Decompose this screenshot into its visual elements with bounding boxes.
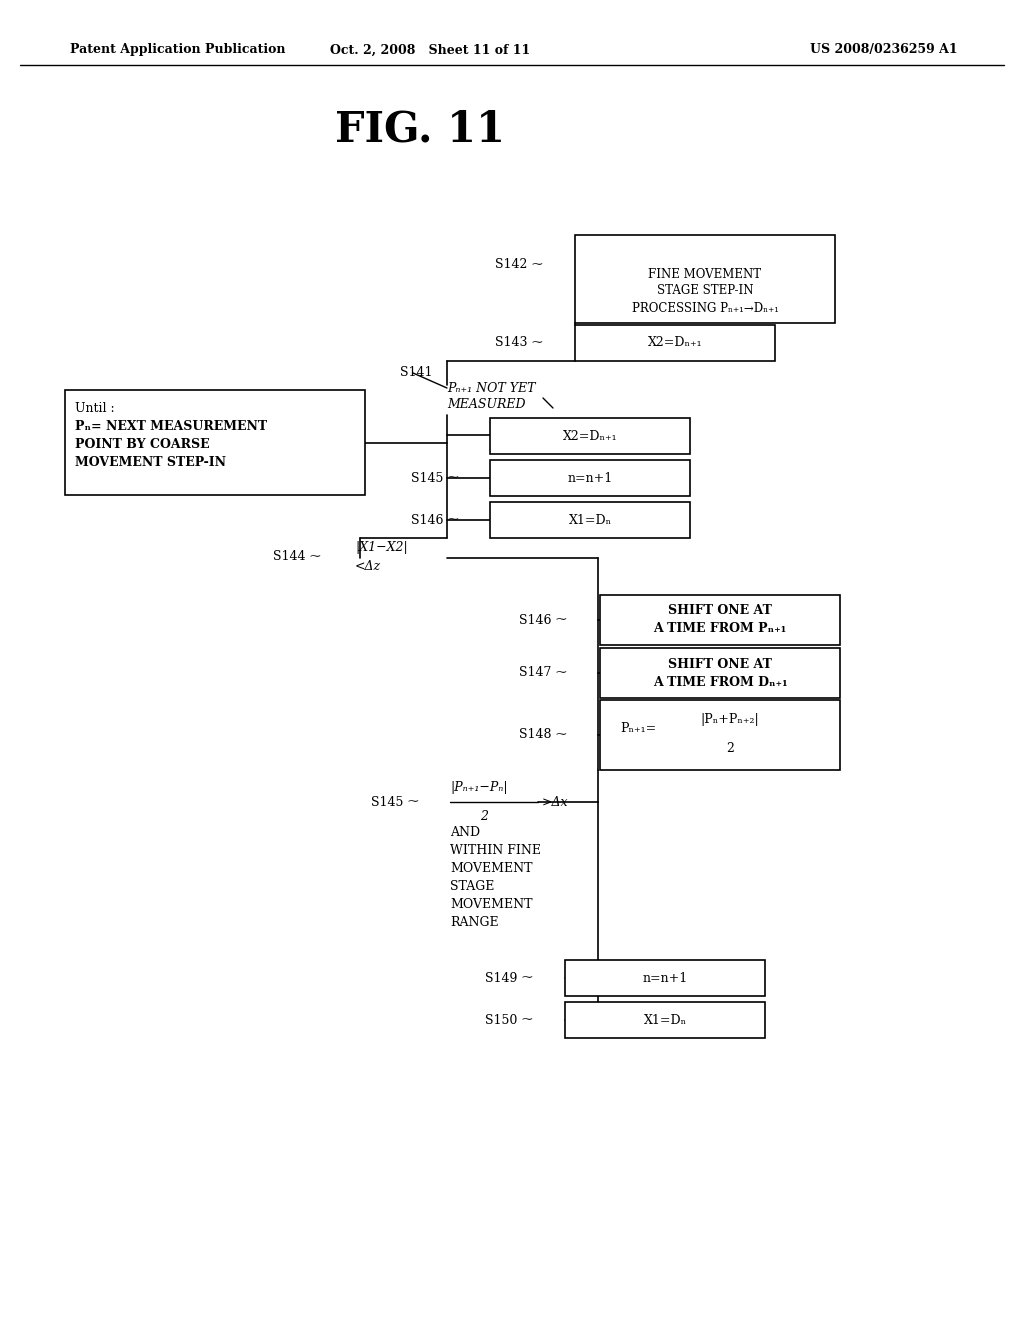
Bar (575, 235, 835, 323)
Bar (600, 648, 840, 698)
Text: POINT BY COARSE: POINT BY COARSE (75, 437, 210, 450)
Text: FINE MOVEMENT: FINE MOVEMENT (648, 268, 762, 281)
Text: Oct. 2, 2008   Sheet 11 of 11: Oct. 2, 2008 Sheet 11 of 11 (330, 44, 530, 57)
Text: Pₙ₊₁=: Pₙ₊₁= (620, 722, 656, 734)
Text: RANGE: RANGE (450, 916, 499, 928)
Text: A TIME FROM Dₙ₊₁: A TIME FROM Dₙ₊₁ (652, 676, 787, 689)
Text: AND: AND (450, 825, 480, 838)
Text: ~: ~ (530, 337, 543, 350)
Text: MOVEMENT: MOVEMENT (450, 862, 532, 874)
Text: S145: S145 (411, 471, 443, 484)
Text: S143: S143 (495, 337, 527, 350)
Text: |Pₙ₊₁−Pₙ|: |Pₙ₊₁−Pₙ| (450, 781, 508, 795)
Text: WITHIN FINE: WITHIN FINE (450, 843, 541, 857)
Text: STAGE STEP-IN: STAGE STEP-IN (656, 285, 754, 297)
Text: n=n+1: n=n+1 (642, 972, 688, 985)
Bar (600, 700, 840, 770)
Bar (490, 418, 690, 454)
Text: FIG. 11: FIG. 11 (335, 110, 505, 150)
Text: ~: ~ (554, 729, 566, 742)
Text: S142: S142 (495, 259, 527, 272)
Bar (490, 502, 690, 539)
Text: n=n+1: n=n+1 (567, 471, 612, 484)
Text: US 2008/0236259 A1: US 2008/0236259 A1 (810, 44, 957, 57)
Text: ~: ~ (554, 612, 566, 627)
Text: 2: 2 (726, 742, 734, 755)
Text: X2=Dₙ₊₁: X2=Dₙ₊₁ (562, 429, 617, 442)
Text: ~: ~ (308, 550, 321, 564)
Text: ~: ~ (406, 795, 419, 809)
Text: SHIFT ONE AT: SHIFT ONE AT (668, 605, 772, 618)
Text: A TIME FROM Pₙ₊₁: A TIME FROM Pₙ₊₁ (653, 623, 786, 635)
Text: S146: S146 (411, 513, 443, 527)
Text: ~: ~ (520, 972, 532, 985)
Text: 2: 2 (480, 809, 488, 822)
Text: S149: S149 (484, 972, 517, 985)
Text: PROCESSING Pₙ₊₁→Dₙ₊₁: PROCESSING Pₙ₊₁→Dₙ₊₁ (632, 302, 778, 315)
Text: X1=Dₙ: X1=Dₙ (568, 513, 611, 527)
Text: |X1−X2|: |X1−X2| (355, 541, 408, 554)
Bar (490, 459, 690, 496)
Text: |Pₙ+Pₙ₊₂|: |Pₙ+Pₙ₊₂| (700, 714, 760, 726)
Text: S148: S148 (518, 729, 551, 742)
Text: Pₙ₊₁ NOT YET: Pₙ₊₁ NOT YET (447, 381, 536, 395)
Text: ~: ~ (554, 667, 566, 680)
Text: STAGE: STAGE (450, 879, 495, 892)
Text: >Δx: >Δx (542, 796, 568, 808)
Text: ~: ~ (530, 257, 543, 272)
Text: X2=Dₙ₊₁: X2=Dₙ₊₁ (648, 337, 702, 350)
Bar (565, 1002, 765, 1038)
Text: ~: ~ (446, 513, 459, 527)
Text: SHIFT ONE AT: SHIFT ONE AT (668, 657, 772, 671)
Text: S144: S144 (272, 550, 305, 564)
Text: ~: ~ (446, 471, 459, 484)
Bar (565, 960, 765, 997)
Text: <Δz: <Δz (355, 560, 381, 573)
Text: S147: S147 (518, 667, 551, 680)
Text: MOVEMENT STEP-IN: MOVEMENT STEP-IN (75, 455, 226, 469)
Text: S150: S150 (484, 1014, 517, 1027)
Text: S141: S141 (400, 366, 432, 379)
Text: Until :: Until : (75, 401, 115, 414)
Text: X1=Dₙ: X1=Dₙ (643, 1014, 686, 1027)
Text: ~: ~ (520, 1012, 532, 1027)
Text: MEASURED: MEASURED (447, 399, 525, 412)
Bar (65, 389, 365, 495)
Text: Patent Application Publication: Patent Application Publication (70, 44, 286, 57)
Text: MOVEMENT: MOVEMENT (450, 898, 532, 911)
Bar (600, 595, 840, 645)
Text: S145: S145 (371, 796, 403, 808)
Bar (575, 325, 775, 360)
Text: S146: S146 (518, 614, 551, 627)
Text: Pₙ= NEXT MEASUREMENT: Pₙ= NEXT MEASUREMENT (75, 420, 267, 433)
